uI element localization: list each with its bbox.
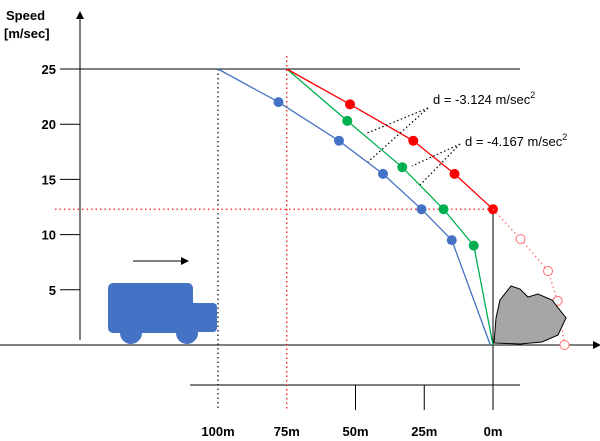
y-ticks: 25 20 15 10 5 [42, 62, 80, 298]
data-point-green [342, 115, 353, 126]
data-point-blue [446, 235, 457, 246]
x-tick-label: 75m [274, 424, 300, 439]
truck-icon [108, 283, 217, 344]
leader-line [411, 143, 461, 167]
x-tick-label: 50m [342, 424, 368, 439]
leader-line [364, 107, 429, 135]
truck-cab [188, 303, 217, 332]
y-tick-label: 5 [49, 283, 56, 298]
data-point-green [397, 162, 408, 173]
series-layer [217, 68, 570, 350]
x-ticks: 100m 75m 50m 25m 0m [201, 385, 502, 439]
data-point-red [408, 135, 419, 146]
data-point-green [438, 204, 449, 215]
data-point-blue [334, 135, 344, 146]
x-tick-label: 0m [484, 424, 503, 439]
data-point-green [468, 240, 479, 251]
truck-wheel [176, 322, 198, 344]
leader-line [419, 143, 461, 186]
data-point-red [345, 99, 355, 110]
projected-point [515, 234, 526, 245]
projected-point [559, 340, 570, 350]
data-point-blue [273, 97, 284, 108]
truck-cargo [108, 283, 193, 333]
series-line-blue [217, 68, 491, 346]
x-tick-label: 25m [411, 424, 437, 439]
projected-point [543, 266, 553, 277]
annotation-deceleration-2: d = -4.167 m/sec2 [465, 132, 567, 149]
y-axis-title-line1: Speed [6, 8, 45, 23]
series-line-green [286, 68, 494, 346]
leader-line [367, 107, 429, 163]
obstacle-rock-icon [493, 285, 567, 345]
y-tick-label: 25 [42, 62, 56, 77]
y-tick-label: 20 [42, 117, 56, 132]
annotation-leaders [364, 107, 461, 186]
x-tick-label: 100m [201, 424, 234, 439]
series-line-red-continuation [492, 208, 566, 346]
truck-wheel [120, 322, 142, 344]
annotation-deceleration-1: d = -3.124 m/sec2 [433, 90, 535, 107]
y-axis-title-line2: [m/sec] [4, 26, 50, 41]
data-point-red [449, 168, 460, 179]
y-tick-label: 10 [42, 228, 56, 243]
series-line-red [286, 68, 494, 210]
y-tick-label: 15 [42, 172, 56, 187]
data-point-blue [416, 204, 427, 215]
data-point-blue [378, 168, 388, 179]
